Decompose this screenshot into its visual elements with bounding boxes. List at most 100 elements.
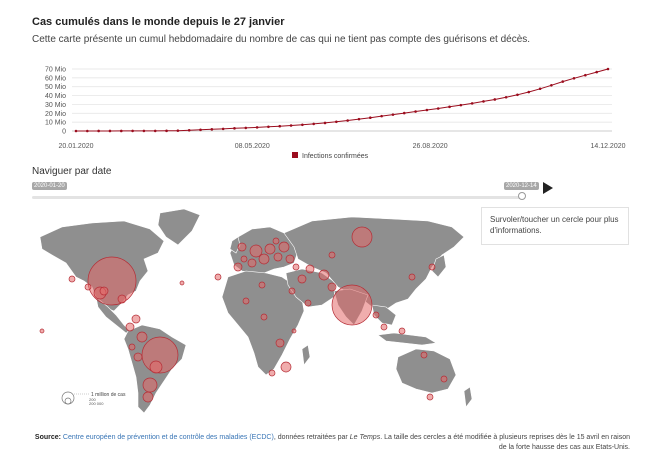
- data-point[interactable]: [165, 129, 168, 133]
- data-point[interactable]: [153, 129, 157, 133]
- case-bubble[interactable]: [327, 282, 337, 292]
- data-point[interactable]: [97, 129, 100, 133]
- source-link[interactable]: Centre européen de prévention et de cont…: [62, 434, 274, 441]
- case-bubble[interactable]: [258, 281, 266, 289]
- data-point[interactable]: [572, 77, 576, 80]
- case-bubble[interactable]: [288, 287, 296, 295]
- data-point[interactable]: [368, 116, 372, 120]
- case-bubble[interactable]: [426, 393, 434, 401]
- data-point[interactable]: [289, 124, 293, 127]
- case-bubble[interactable]: [273, 252, 283, 262]
- case-bubble[interactable]: [117, 294, 127, 304]
- slider-track[interactable]: [32, 196, 522, 199]
- data-point[interactable]: [538, 87, 542, 91]
- case-bubble[interactable]: [328, 251, 336, 259]
- data-point[interactable]: [210, 128, 214, 131]
- case-bubble[interactable]: [87, 256, 137, 306]
- case-bubble[interactable]: [291, 328, 297, 334]
- data-point[interactable]: [312, 122, 316, 126]
- case-bubble[interactable]: [247, 258, 257, 268]
- case-bubble[interactable]: [233, 262, 243, 272]
- case-bubble[interactable]: [179, 280, 185, 286]
- case-bubble[interactable]: [285, 254, 295, 264]
- case-bubble[interactable]: [149, 360, 163, 374]
- case-bubble[interactable]: [68, 275, 76, 283]
- case-bubble[interactable]: [305, 264, 315, 274]
- case-bubble[interactable]: [249, 244, 263, 258]
- case-bubble[interactable]: [240, 255, 248, 263]
- data-point[interactable]: [74, 129, 78, 133]
- data-point[interactable]: [414, 110, 417, 113]
- data-point[interactable]: [244, 126, 248, 130]
- case-bubble[interactable]: [440, 375, 448, 383]
- case-bubble[interactable]: [128, 343, 136, 351]
- case-bubble[interactable]: [214, 273, 222, 281]
- case-bubble[interactable]: [372, 311, 380, 319]
- data-point[interactable]: [527, 90, 531, 94]
- case-bubble[interactable]: [408, 273, 416, 281]
- case-bubble[interactable]: [260, 313, 268, 321]
- data-point[interactable]: [108, 129, 112, 133]
- data-point[interactable]: [233, 127, 236, 130]
- data-point[interactable]: [436, 107, 440, 110]
- case-bubble[interactable]: [39, 328, 45, 334]
- data-point[interactable]: [425, 108, 429, 112]
- case-bubble[interactable]: [331, 284, 373, 326]
- case-bubble[interactable]: [398, 327, 406, 335]
- data-point[interactable]: [595, 70, 598, 74]
- case-bubble[interactable]: [278, 241, 290, 253]
- date-slider[interactable]: 2020-01-20 2020-12-14: [32, 180, 562, 204]
- slider-handle[interactable]: [518, 192, 526, 200]
- data-point[interactable]: [357, 117, 361, 121]
- data-point[interactable]: [606, 67, 610, 71]
- data-point[interactable]: [278, 124, 282, 128]
- data-point[interactable]: [142, 129, 146, 133]
- case-bubble[interactable]: [142, 377, 158, 393]
- case-bubble[interactable]: [318, 269, 330, 281]
- case-bubble[interactable]: [258, 253, 270, 265]
- case-bubble[interactable]: [428, 263, 436, 271]
- data-point[interactable]: [323, 121, 327, 125]
- data-point[interactable]: [504, 95, 508, 99]
- data-point[interactable]: [380, 114, 383, 118]
- case-bubble[interactable]: [280, 361, 292, 373]
- data-point[interactable]: [470, 102, 474, 105]
- data-point[interactable]: [301, 123, 304, 127]
- case-bubble[interactable]: [136, 331, 148, 343]
- data-point[interactable]: [402, 111, 406, 115]
- data-point[interactable]: [119, 129, 123, 133]
- case-bubble[interactable]: [268, 369, 276, 377]
- data-point[interactable]: [267, 125, 270, 129]
- data-point[interactable]: [391, 113, 395, 116]
- case-bubble[interactable]: [380, 323, 388, 331]
- case-bubble[interactable]: [237, 242, 247, 252]
- case-bubble[interactable]: [292, 263, 300, 271]
- data-point[interactable]: [221, 127, 225, 131]
- case-bubble[interactable]: [297, 274, 307, 284]
- data-point[interactable]: [86, 129, 89, 133]
- case-bubble[interactable]: [99, 286, 109, 296]
- case-bubble[interactable]: [264, 243, 276, 255]
- data-point[interactable]: [346, 119, 349, 122]
- data-point[interactable]: [459, 103, 463, 107]
- data-point[interactable]: [584, 73, 587, 77]
- case-bubble[interactable]: [242, 297, 250, 305]
- data-point[interactable]: [561, 80, 565, 83]
- data-point[interactable]: [448, 105, 451, 109]
- case-bubble[interactable]: [133, 352, 143, 362]
- case-bubble[interactable]: [420, 351, 428, 359]
- data-point[interactable]: [131, 129, 134, 133]
- data-point[interactable]: [493, 98, 497, 101]
- data-point[interactable]: [550, 83, 553, 87]
- data-point[interactable]: [482, 100, 485, 103]
- data-point[interactable]: [335, 120, 338, 124]
- data-point[interactable]: [199, 128, 202, 132]
- play-icon[interactable]: [543, 182, 553, 194]
- case-bubble[interactable]: [275, 338, 285, 348]
- data-point[interactable]: [187, 129, 191, 132]
- case-bubble[interactable]: [131, 314, 141, 324]
- case-bubble[interactable]: [125, 322, 135, 332]
- data-point[interactable]: [516, 93, 519, 97]
- data-point[interactable]: [255, 126, 259, 129]
- case-bubble[interactable]: [142, 391, 154, 403]
